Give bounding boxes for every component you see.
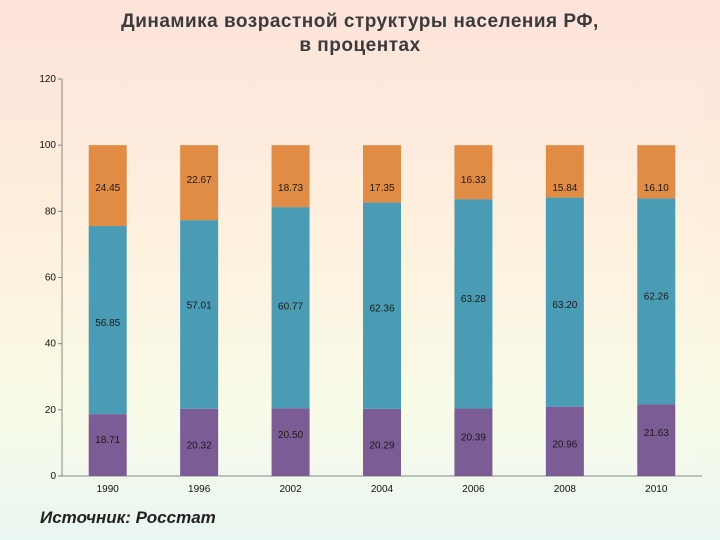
data-label: 20.50 <box>278 430 303 441</box>
y-tick-label: 60 <box>45 273 57 284</box>
data-label: 16.33 <box>461 175 486 186</box>
y-tick-label: 0 <box>50 471 56 482</box>
bar-segment <box>363 408 401 476</box>
data-label: 57.01 <box>187 300 212 311</box>
data-label: 24.45 <box>95 183 120 194</box>
x-category-label: 2010 <box>645 484 668 495</box>
x-category-label: 1996 <box>188 484 211 495</box>
bar-segment <box>454 199 493 409</box>
data-label: 20.96 <box>552 439 577 450</box>
bar-segment <box>88 145 127 227</box>
data-label: 20.32 <box>187 440 212 451</box>
data-label: 63.28 <box>461 294 486 305</box>
y-tick-label: 20 <box>45 405 57 416</box>
data-label: 18.73 <box>278 183 303 194</box>
bar-segment <box>180 220 219 409</box>
data-label: 62.26 <box>644 291 669 302</box>
bar-segment <box>637 198 676 405</box>
x-category-label: 1990 <box>97 484 120 495</box>
bar-segment <box>271 145 310 208</box>
bar-segment <box>88 226 127 415</box>
bar-segment <box>271 408 310 476</box>
bar-segment <box>637 404 676 476</box>
data-label: 56.85 <box>95 318 120 329</box>
x-category-label: 2008 <box>554 484 577 495</box>
data-label: 62.36 <box>369 304 394 315</box>
data-label: 17.35 <box>369 183 394 194</box>
bar-segment <box>454 145 493 200</box>
bar-segment <box>363 202 401 409</box>
x-category-label: 2004 <box>371 484 394 495</box>
y-tick-label: 120 <box>39 74 56 85</box>
data-label: 18.71 <box>95 435 120 446</box>
data-label: 20.39 <box>461 432 486 443</box>
x-category-label: 2002 <box>279 484 302 495</box>
x-category-label: 2006 <box>462 484 485 495</box>
bar-segment <box>545 406 584 476</box>
data-label: 16.10 <box>644 183 669 194</box>
data-label: 21.63 <box>644 428 669 439</box>
data-label: 22.67 <box>187 175 212 186</box>
data-label: 15.84 <box>552 183 577 194</box>
bar-segment <box>545 197 584 407</box>
chart-title: Динамика возрастной структуры населения … <box>20 10 700 58</box>
y-tick-label: 40 <box>45 339 57 350</box>
y-tick-label: 80 <box>45 206 57 217</box>
data-label: 60.77 <box>278 302 303 313</box>
bar-segment <box>271 207 310 409</box>
y-tick-label: 100 <box>39 140 56 151</box>
bar-segment <box>88 414 127 476</box>
bar-segment <box>637 145 676 199</box>
data-label: 20.29 <box>369 440 394 451</box>
bar-segment <box>180 408 219 476</box>
chart-title-line1: Динамика возрастной структуры населения … <box>121 11 599 32</box>
source-note: Источник: Росстат <box>40 508 216 527</box>
data-label: 63.20 <box>552 300 577 311</box>
bar-segment <box>545 145 584 198</box>
bar-segment <box>180 145 219 221</box>
bar-segment <box>454 408 493 476</box>
chart-title-line2: в процентах <box>299 35 421 56</box>
bar-segment <box>363 145 401 203</box>
